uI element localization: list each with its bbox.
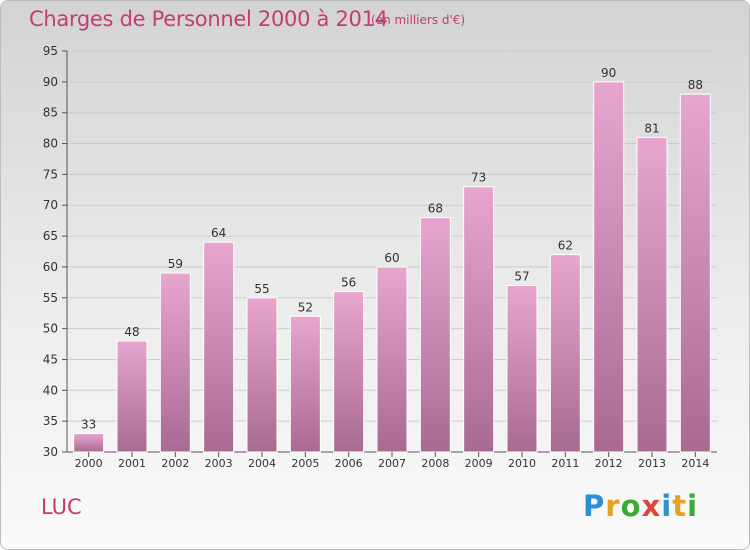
data-label: 57 [514, 269, 529, 283]
y-tick-label: 60 [43, 260, 58, 274]
x-tick-label: 2002 [161, 457, 189, 470]
bar [679, 93, 711, 453]
bar [159, 272, 191, 453]
chart-subtitle: (en milliers d'€) [371, 13, 466, 27]
commune-name: LUC [41, 495, 82, 519]
x-tick-label: 2005 [291, 457, 319, 470]
data-label: 55 [254, 282, 269, 296]
y-tick-label: 65 [43, 229, 58, 243]
x-tick-label: 2001 [118, 457, 146, 470]
bar [549, 254, 581, 453]
data-label: 60 [384, 251, 399, 265]
x-tick-label: 2006 [335, 457, 363, 470]
y-tick-label: 50 [43, 322, 58, 336]
x-tick-label: 2010 [508, 457, 536, 470]
y-tick-label: 90 [43, 75, 58, 89]
bar [593, 81, 625, 453]
y-tick-label: 55 [43, 291, 58, 305]
logo-letter: x [641, 489, 662, 523]
y-tick-label: 70 [43, 198, 58, 212]
y-tick-label: 85 [43, 106, 58, 120]
y-tick-label: 80 [43, 137, 58, 151]
x-tick-label: 2003 [205, 457, 233, 470]
logo-letter: t [672, 489, 688, 523]
bar [376, 266, 408, 453]
x-tick-label: 2011 [551, 457, 579, 470]
data-label: 62 [558, 239, 573, 253]
x-tick-label: 2009 [465, 457, 493, 470]
data-label: 64 [211, 226, 226, 240]
x-tick-label: 2012 [595, 457, 623, 470]
data-label: 52 [298, 300, 313, 314]
bar [636, 136, 668, 453]
bar [246, 297, 278, 453]
data-label: 56 [341, 276, 356, 290]
data-label: 59 [168, 257, 183, 271]
data-label: 90 [601, 66, 616, 80]
bar [73, 432, 105, 453]
bar [289, 315, 321, 453]
bar [506, 284, 538, 453]
logo-letter: i [661, 489, 673, 523]
data-label: 88 [688, 78, 703, 92]
bar [203, 241, 235, 453]
bar [419, 217, 451, 453]
x-tick-label: 2008 [421, 457, 449, 470]
logo-letter: i [687, 489, 699, 523]
data-label: 73 [471, 171, 486, 185]
data-label: 48 [124, 325, 139, 339]
bar [333, 291, 365, 453]
y-tick-label: 45 [43, 352, 58, 366]
x-tick-label: 2004 [248, 457, 276, 470]
data-label: 68 [428, 202, 443, 216]
x-tick-label: 2014 [681, 457, 709, 470]
x-tick-label: 2013 [638, 457, 666, 470]
logo-letter: r [605, 489, 621, 523]
bar [116, 340, 148, 453]
data-label: 81 [644, 121, 659, 135]
y-tick-label: 75 [43, 167, 58, 181]
y-tick-label: 30 [43, 445, 58, 459]
data-label: 33 [81, 417, 96, 431]
y-tick-label: 35 [43, 414, 58, 428]
x-tick-label: 2000 [75, 457, 103, 470]
chart-title: Charges de Personnel 2000 à 2014 [29, 7, 388, 31]
y-tick-label: 95 [43, 44, 58, 58]
logo-letter: P [583, 489, 606, 523]
x-tick-label: 2007 [378, 457, 406, 470]
y-tick-label: 40 [43, 383, 58, 397]
logo-letter: o [620, 489, 642, 523]
proxiti-logo: Proxiti [583, 489, 698, 523]
bar [463, 186, 495, 453]
